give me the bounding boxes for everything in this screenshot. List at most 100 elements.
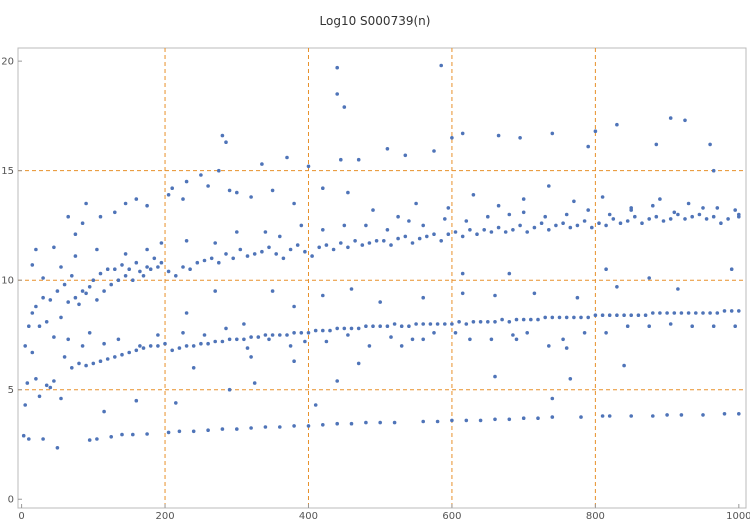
data-point [421, 223, 426, 228]
data-point [159, 241, 164, 245]
data-point [27, 437, 31, 441]
data-point [227, 387, 232, 392]
data-point [27, 324, 31, 329]
data-point [622, 313, 626, 318]
data-point [145, 432, 149, 436]
data-point [59, 315, 63, 320]
data-point [260, 162, 264, 166]
data-point [572, 315, 576, 320]
data-point [360, 243, 365, 247]
data-point [704, 217, 709, 221]
data-point [202, 333, 207, 337]
data-point [679, 311, 684, 315]
data-point [729, 309, 734, 313]
data-point [450, 322, 454, 326]
data-point [285, 333, 289, 337]
data-point [629, 414, 633, 418]
data-point [148, 267, 153, 272]
data-point [105, 267, 110, 272]
data-point [34, 304, 38, 309]
data-point [719, 221, 723, 225]
data-point [518, 223, 522, 228]
data-point [597, 221, 601, 225]
data-point [349, 326, 354, 331]
data-point [564, 346, 569, 350]
data-point [611, 217, 616, 221]
data-point [177, 346, 182, 350]
data-point [55, 446, 60, 450]
data-point [224, 326, 228, 331]
data-point [30, 263, 35, 267]
data-point [44, 320, 49, 324]
data-point [392, 322, 397, 326]
data-point [550, 415, 555, 419]
data-point [410, 241, 415, 245]
data-point [131, 432, 135, 437]
data-point [281, 256, 286, 261]
data-point [737, 309, 741, 313]
data-point [607, 313, 612, 318]
data-point [267, 245, 271, 250]
data-point [274, 252, 279, 256]
data-point [109, 282, 113, 287]
data-point [270, 289, 275, 293]
data-point [396, 214, 400, 219]
data-point [525, 230, 529, 234]
data-point [575, 223, 580, 228]
data-point [199, 341, 203, 346]
data-point [697, 212, 702, 217]
data-point [453, 331, 458, 335]
data-point [464, 418, 469, 423]
data-point [654, 214, 659, 219]
data-point [48, 385, 53, 390]
data-point [235, 230, 239, 234]
data-point [95, 247, 99, 252]
data-point [493, 293, 497, 298]
data-point [123, 252, 128, 256]
data-point [715, 311, 720, 315]
data-point [44, 383, 49, 388]
data-point [636, 313, 641, 318]
data-point [715, 206, 720, 210]
data-point [722, 412, 727, 416]
data-point [464, 219, 469, 223]
data-point [421, 295, 426, 300]
data-point [249, 195, 253, 199]
data-point [109, 435, 113, 439]
data-point [166, 193, 171, 197]
data-point [399, 344, 404, 348]
data-point [647, 276, 651, 280]
data-point [374, 239, 379, 243]
data-point [98, 359, 103, 364]
data-point [324, 339, 329, 344]
data-point [665, 311, 669, 315]
data-point [84, 201, 88, 206]
data-point [356, 361, 361, 366]
data-point [439, 63, 444, 68]
data-point [335, 326, 340, 331]
data-point [496, 203, 501, 208]
data-point [425, 234, 429, 239]
data-point [607, 212, 612, 217]
data-point [217, 260, 221, 265]
data-point [471, 320, 476, 324]
data-point [514, 317, 519, 322]
data-point [579, 315, 583, 320]
data-point [625, 324, 630, 329]
data-point [539, 221, 544, 225]
data-point [138, 269, 142, 274]
data-point [493, 320, 497, 324]
data-point [686, 201, 691, 206]
data-point [371, 208, 375, 212]
data-point [238, 247, 243, 252]
data-point [733, 208, 737, 212]
data-point [414, 322, 418, 326]
data-point [349, 287, 354, 291]
data-point [156, 344, 160, 348]
data-point [313, 328, 318, 333]
data-point [711, 168, 716, 173]
data-point [138, 344, 142, 348]
data-point [622, 363, 626, 368]
data-point [87, 331, 92, 335]
data-point [191, 429, 196, 434]
